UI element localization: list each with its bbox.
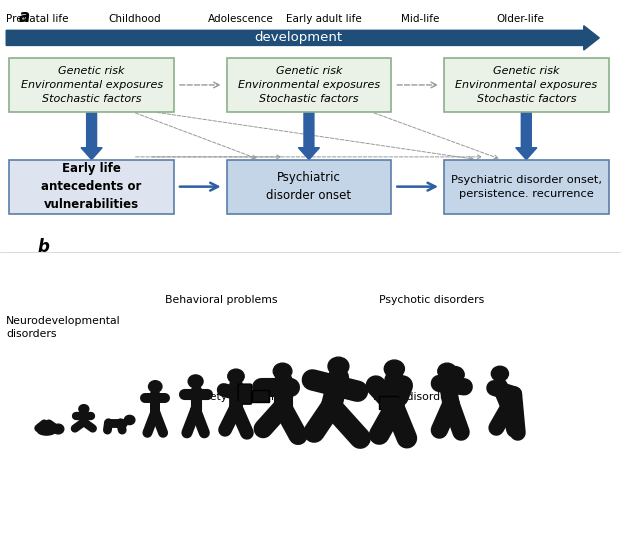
FancyArrow shape [6,25,599,50]
Text: Early adult life: Early adult life [286,15,361,24]
Text: Psychotic disorders: Psychotic disorders [379,295,484,305]
FancyBboxPatch shape [379,396,397,409]
Circle shape [79,405,89,413]
Circle shape [328,357,349,375]
FancyBboxPatch shape [227,58,391,112]
FancyArrow shape [515,112,537,160]
Circle shape [148,381,162,392]
FancyBboxPatch shape [227,160,391,214]
Circle shape [384,360,404,378]
FancyBboxPatch shape [9,58,174,112]
Text: Early life
antecedents or
vulnerabilities: Early life antecedents or vulnerabilitie… [42,162,142,211]
Circle shape [124,415,135,425]
Circle shape [445,367,464,383]
FancyBboxPatch shape [238,384,252,404]
Text: Adolescence: Adolescence [208,15,274,24]
Text: Prenatal life: Prenatal life [6,15,69,24]
Text: Behavioral problems: Behavioral problems [165,295,277,305]
Text: Genetic risk
Environmental exposures
Stochastic factors: Genetic risk Environmental exposures Sto… [238,66,380,104]
FancyBboxPatch shape [444,160,609,214]
Circle shape [438,363,456,379]
Circle shape [53,424,64,434]
FancyBboxPatch shape [444,58,609,112]
FancyBboxPatch shape [9,160,174,214]
Circle shape [273,363,292,379]
Ellipse shape [37,426,56,435]
Text: a: a [19,8,30,26]
Text: development: development [254,31,342,44]
Text: Psychiatric disorder onset,
persistence. recurrence: Psychiatric disorder onset, persistence.… [451,175,602,199]
Text: Genetic risk
Environmental exposures
Stochastic factors: Genetic risk Environmental exposures Sto… [20,66,163,104]
Text: Mid-life: Mid-life [401,15,439,24]
Text: Neurodevelopmental
disorders: Neurodevelopmental disorders [6,316,121,339]
Text: Older-life: Older-life [497,15,545,24]
Text: Mood disorders: Mood disorders [373,392,456,402]
Text: Childhood: Childhood [109,15,161,24]
FancyArrow shape [298,112,319,160]
Text: Psychiatric
disorder onset: Psychiatric disorder onset [266,171,351,202]
Text: b: b [37,238,49,256]
Text: Anxiety disorders: Anxiety disorders [186,392,281,402]
Circle shape [491,366,509,381]
Circle shape [228,369,244,384]
FancyBboxPatch shape [252,390,268,401]
Circle shape [188,375,203,388]
FancyArrow shape [81,112,102,160]
Text: Genetic risk
Environmental exposures
Stochastic factors: Genetic risk Environmental exposures Sto… [455,66,597,104]
